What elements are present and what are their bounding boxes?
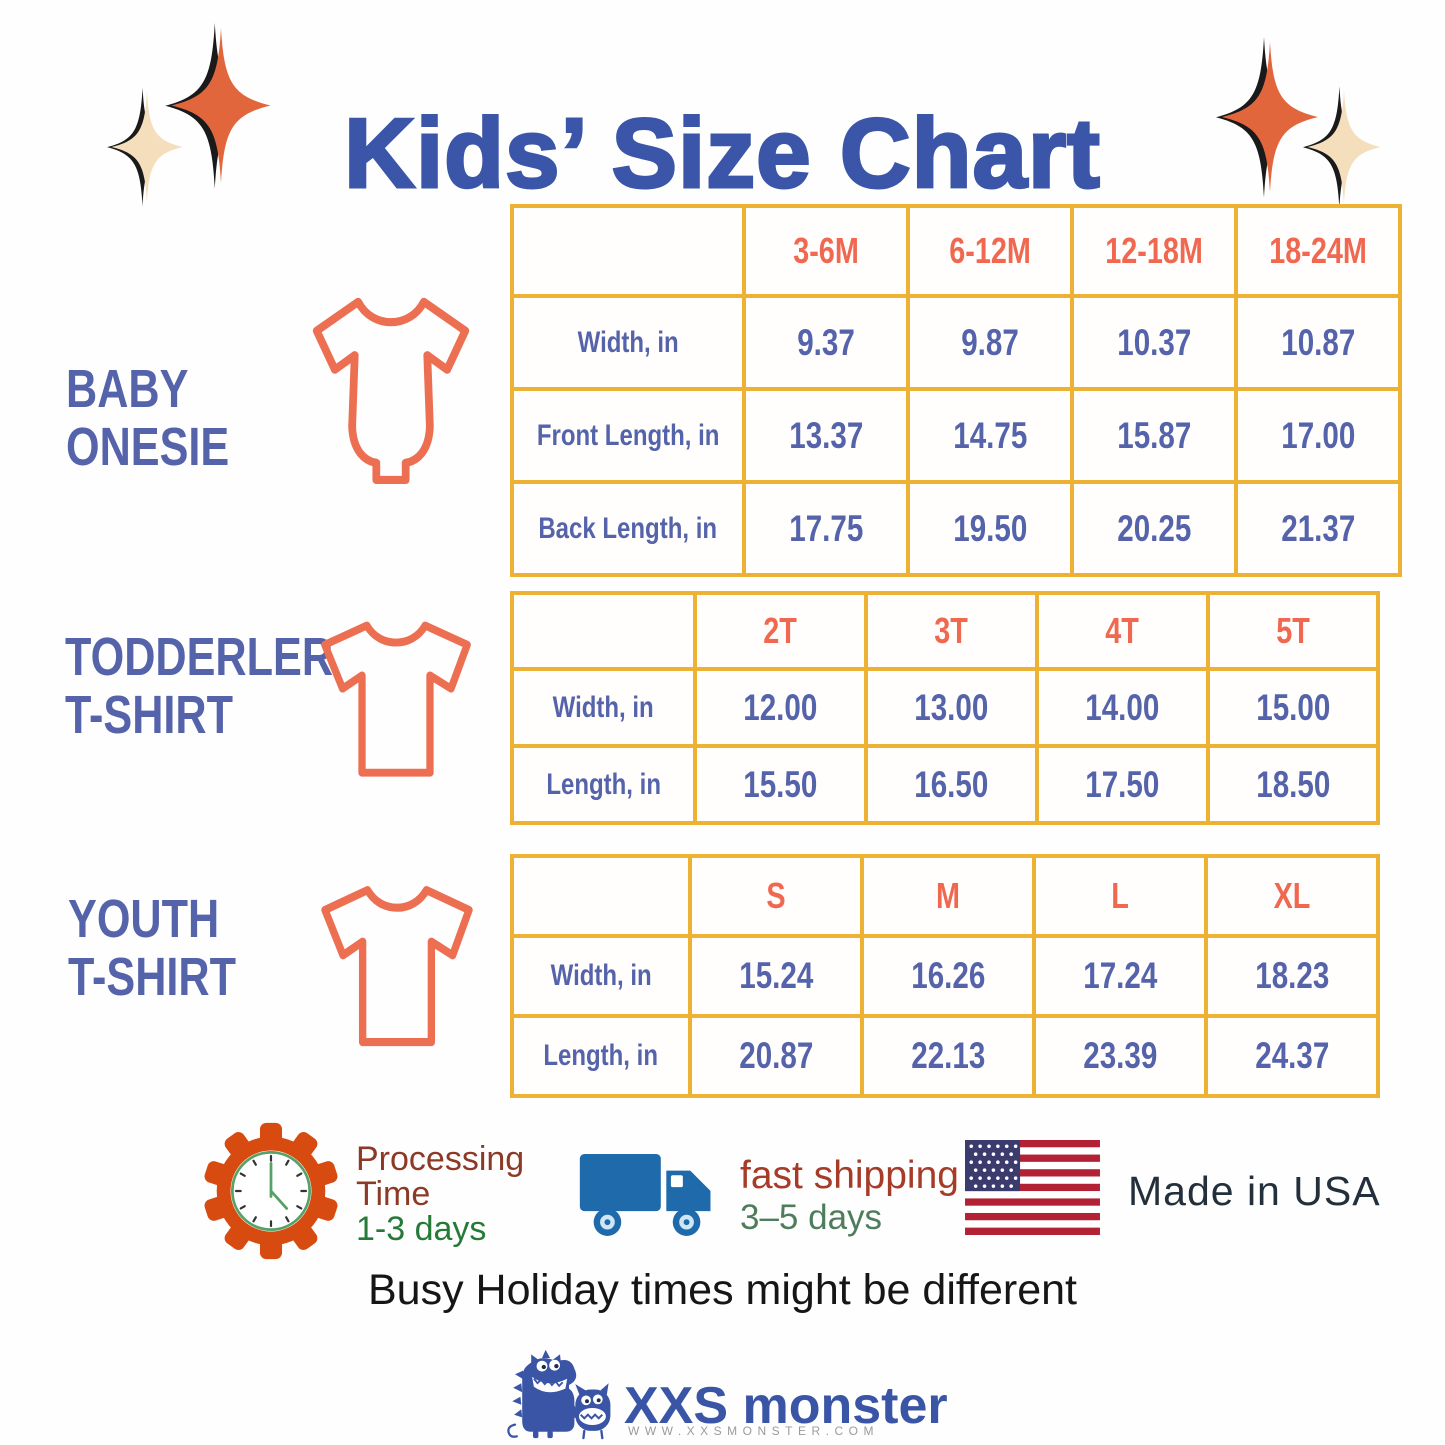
value-cell: 15.50 xyxy=(693,744,868,825)
truck-icon xyxy=(579,1154,711,1236)
corner-cell xyxy=(510,591,697,671)
section-label-line: BABY xyxy=(66,359,189,419)
value-cell: 17.24 xyxy=(1032,934,1208,1018)
section-label-line: ONESIE xyxy=(66,417,230,477)
table-row: Width, in 15.24 16.26 17.24 18.23 xyxy=(510,934,1380,1018)
size-cell: 5T xyxy=(1206,591,1380,671)
measure-label-cell: Front Length, in xyxy=(509,387,747,484)
value-cell: 16.50 xyxy=(864,744,1039,825)
sparkle-icon xyxy=(1216,37,1318,198)
value-cell: 9.37 xyxy=(742,294,911,391)
table-row: Front Length, in 13.37 14.75 15.87 17.00 xyxy=(509,387,1403,484)
value-cell: 12.00 xyxy=(693,667,868,748)
value-cell: 24.37 xyxy=(1204,1014,1380,1098)
tshirt-icon xyxy=(321,621,471,777)
processing-days: 1-3 days xyxy=(356,1210,487,1248)
toddler-tshirt-size-table: 2T 3T 4T 5T Width, in 12.00 13.00 14.00 … xyxy=(510,591,1380,825)
section-label-line: TODDERLER xyxy=(65,627,334,687)
table-header-row: S M L XL xyxy=(510,854,1380,938)
table-header-row: 3-6M 6-12M 12-18M 18-24M xyxy=(509,204,1403,298)
value-cell: 23.39 xyxy=(1032,1014,1208,1098)
measure-label-cell: Width, in xyxy=(510,934,692,1018)
value-cell: 15.24 xyxy=(688,934,864,1018)
value-cell: 10.37 xyxy=(1070,294,1239,391)
value-cell: 15.87 xyxy=(1070,387,1239,484)
sparkle-icon xyxy=(1302,86,1381,209)
section-label-line: T-SHIRT xyxy=(68,947,236,1007)
brand-name: XXS monster xyxy=(624,1377,948,1435)
value-cell: 15.00 xyxy=(1206,667,1380,748)
size-cell: 4T xyxy=(1035,591,1210,671)
value-cell: 17.00 xyxy=(1234,387,1403,484)
measure-label-cell: Back Length, in xyxy=(509,480,747,577)
sparkle-icon xyxy=(165,22,271,189)
table-row: Back Length, in 17.75 19.50 20.25 21.37 xyxy=(509,480,1403,577)
measure-label-cell: Length, in xyxy=(510,1014,692,1098)
table-row: Length, in 15.50 16.50 17.50 18.50 xyxy=(510,744,1380,825)
table-header-row: 2T 3T 4T 5T xyxy=(510,591,1380,671)
section-label-toddler-tshirt: TODDERLER T-SHIRT xyxy=(65,628,333,744)
corner-cell xyxy=(509,204,747,298)
holiday-note: Busy Holiday times might be different xyxy=(367,1266,1078,1314)
section-label-youth-tshirt: YOUTH T-SHIRT xyxy=(68,890,236,1006)
size-cell: 18-24M xyxy=(1234,204,1403,298)
measure-label-cell: Width, in xyxy=(509,294,747,391)
corner-cell xyxy=(510,854,692,938)
value-cell: 20.25 xyxy=(1070,480,1239,577)
size-cell: L xyxy=(1032,854,1208,938)
baby-onesie-size-table: 3-6M 6-12M 12-18M 18-24M Width, in 9.37 … xyxy=(509,204,1403,577)
size-cell: S xyxy=(688,854,864,938)
size-cell: 12-18M xyxy=(1070,204,1239,298)
value-cell: 9.87 xyxy=(906,294,1075,391)
table-row: Width, in 9.37 9.87 10.37 10.87 xyxy=(509,294,1403,391)
table-row: Width, in 12.00 13.00 14.00 15.00 xyxy=(510,667,1380,748)
value-cell: 21.37 xyxy=(1234,480,1403,577)
size-cell: 6-12M xyxy=(906,204,1075,298)
monster-mascots-icon xyxy=(507,1349,611,1440)
value-cell: 13.00 xyxy=(864,667,1039,748)
size-cell: XL xyxy=(1204,854,1380,938)
value-cell: 16.26 xyxy=(860,934,1036,1018)
table-row: Length, in 20.87 22.13 23.39 24.37 xyxy=(510,1014,1380,1098)
fast-shipping-badge: fast shipping 3–5 days xyxy=(740,1154,959,1238)
section-label-line: T-SHIRT xyxy=(65,685,233,745)
onesie-icon xyxy=(312,297,470,485)
value-cell: 10.87 xyxy=(1234,294,1403,391)
value-cell: 17.50 xyxy=(1035,744,1210,825)
processing-line: Time xyxy=(356,1175,431,1213)
youth-tshirt-size-table: S M L XL Width, in 15.24 16.26 17.24 18.… xyxy=(510,854,1380,1098)
size-cell: M xyxy=(860,854,1036,938)
section-label-line: YOUTH xyxy=(68,889,220,949)
size-cell: 2T xyxy=(693,591,868,671)
sparkle-icon xyxy=(107,87,183,207)
made-in-usa-label: Made in USA xyxy=(1128,1168,1381,1214)
size-cell: 3T xyxy=(864,591,1039,671)
value-cell: 13.37 xyxy=(742,387,911,484)
section-label-baby-onesie: BABY ONESIE xyxy=(66,360,229,476)
processing-line: Processing xyxy=(356,1140,525,1178)
processing-time-badge: Processing Time 1-3 days xyxy=(356,1142,524,1247)
value-cell: 18.23 xyxy=(1204,934,1380,1018)
measure-label-cell: Width, in xyxy=(510,667,697,748)
measure-label-cell: Length, in xyxy=(510,744,697,825)
brand-website: WWW.XXSMONSTER.COM xyxy=(628,1424,879,1438)
value-cell: 14.75 xyxy=(906,387,1075,484)
value-cell: 17.75 xyxy=(742,480,911,577)
value-cell: 14.00 xyxy=(1035,667,1210,748)
value-cell: 20.87 xyxy=(688,1014,864,1098)
usa-flag-icon xyxy=(965,1140,1100,1235)
shipping-days: 3–5 days xyxy=(740,1198,883,1237)
page-title: Kids’ Size Chart xyxy=(343,97,1102,208)
processing-gear-clock-icon xyxy=(204,1122,338,1260)
tshirt-icon xyxy=(321,886,473,1047)
size-cell: 3-6M xyxy=(742,204,911,298)
value-cell: 19.50 xyxy=(906,480,1075,577)
value-cell: 22.13 xyxy=(860,1014,1036,1098)
value-cell: 18.50 xyxy=(1206,744,1380,825)
shipping-line: fast shipping xyxy=(740,1154,959,1197)
